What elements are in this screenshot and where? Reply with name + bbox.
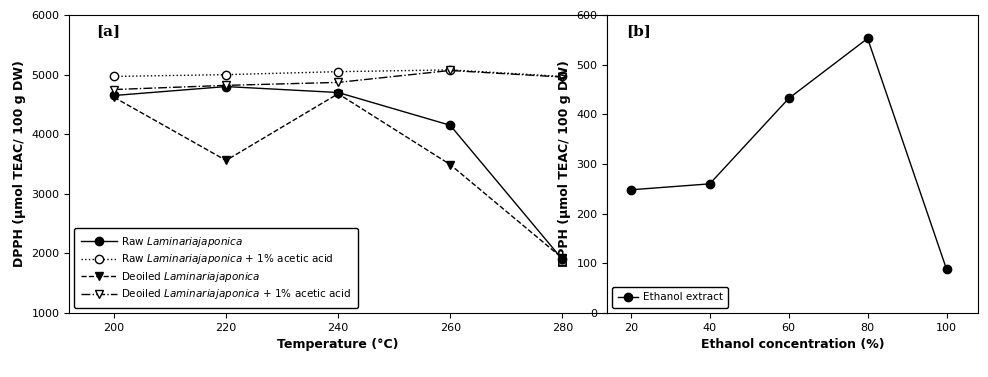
Y-axis label: DPPH (μmol TEAC/ 100 g DW): DPPH (μmol TEAC/ 100 g DW) (557, 61, 571, 267)
Y-axis label: DPPH (μmol TEAC/ 100 g DW): DPPH (μmol TEAC/ 100 g DW) (13, 61, 26, 267)
Legend: Raw $\it{Laminaria japonica}$, Raw $\it{Laminaria japonica}$ + 1% acetic acid, D: Raw $\it{Laminaria japonica}$, Raw $\it{… (74, 228, 358, 308)
Legend: Ethanol extract: Ethanol extract (613, 287, 728, 308)
X-axis label: Temperature (°C): Temperature (°C) (278, 338, 399, 351)
Text: [a]: [a] (96, 24, 121, 38)
X-axis label: Ethanol concentration (%): Ethanol concentration (%) (700, 338, 884, 351)
Text: [b]: [b] (625, 24, 650, 38)
